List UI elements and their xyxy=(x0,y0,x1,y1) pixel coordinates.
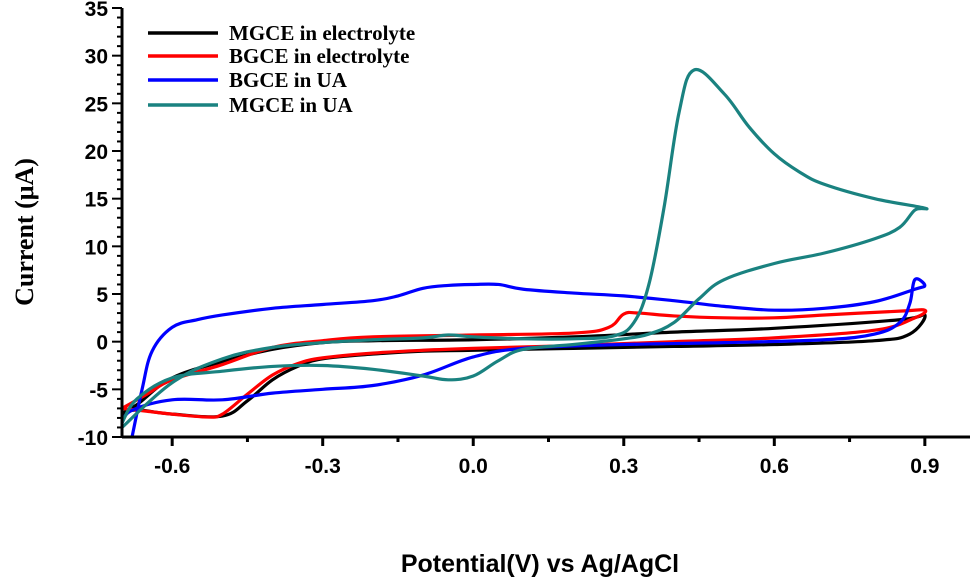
legend-label-3: MGCE in UA xyxy=(229,93,354,117)
x-tick-label: -0.6 xyxy=(154,455,190,478)
x-axis-label: Potential(V) vs Ag/AgCl xyxy=(401,550,679,578)
y-tick-label: 0 xyxy=(96,332,108,355)
y-axis-label: Current (μA) xyxy=(10,158,39,306)
y-tick-label: -5 xyxy=(89,379,108,402)
legend-label-2: BGCE in UA xyxy=(229,68,348,92)
y-tick-label: 35 xyxy=(85,0,109,21)
y-tick-label: -10 xyxy=(78,427,108,450)
series-line-1 xyxy=(121,308,928,419)
y-tick-label: 30 xyxy=(85,46,108,69)
y-tick-label: 20 xyxy=(85,141,108,164)
legend-label-0: MGCE in electrolyte xyxy=(229,21,415,45)
x-tick-label: 0.0 xyxy=(459,455,488,478)
x-tick-label: 0.3 xyxy=(609,455,638,478)
legend-label-1: BGCE in electrolyte xyxy=(229,44,409,68)
x-tick-label: 0.6 xyxy=(760,455,789,478)
series-line-3 xyxy=(120,67,929,429)
x-tick-label: 0.9 xyxy=(910,455,939,478)
series-layer xyxy=(120,67,929,438)
x-tick-label: -0.3 xyxy=(305,455,341,478)
y-tick-label: 15 xyxy=(85,189,109,212)
y-tick-label: 25 xyxy=(85,93,109,116)
y-tick-label: 5 xyxy=(96,284,108,307)
axes: -10 -5 0 5 10 15 20 25 30 35 -0.6 -0.3 0.0 0.3 0.6 0.9 xyxy=(78,0,970,478)
y-tick-label: 10 xyxy=(85,236,108,259)
